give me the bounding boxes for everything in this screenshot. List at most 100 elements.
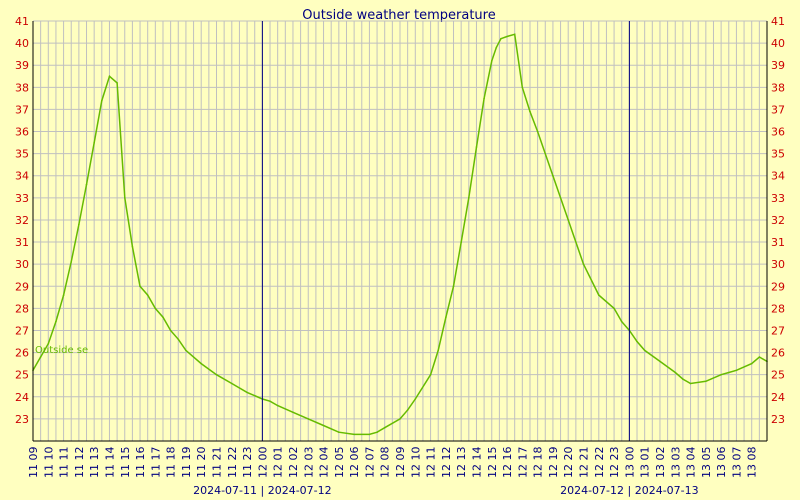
data-point — [598, 294, 600, 296]
x-tick-label: 11 17 — [149, 447, 162, 479]
y-tick-label-left: 28 — [15, 302, 29, 315]
date-label: 2024-07-12 | 2024-07-13 — [560, 484, 699, 497]
y-tick-label-right: 29 — [771, 280, 785, 293]
y-tick-label-right: 24 — [771, 391, 785, 404]
data-point — [322, 424, 325, 427]
data-point — [124, 197, 126, 199]
x-tick-label: 11 11 — [58, 447, 71, 479]
y-tick-label-right: 40 — [771, 37, 785, 50]
data-point — [139, 285, 141, 288]
data-point — [39, 356, 42, 358]
axes — [32, 21, 768, 442]
data-point — [215, 373, 218, 376]
series-label: Outside se — [35, 345, 88, 356]
y-tick-label-left: 41 — [15, 15, 29, 28]
x-tick-label: 11 14 — [103, 447, 116, 479]
data-point — [101, 99, 103, 102]
data-point — [750, 362, 753, 365]
date-label: 2024-07-11 | 2024-07-12 — [193, 484, 332, 497]
data-point — [437, 349, 440, 352]
data-point — [620, 320, 623, 323]
data-point — [636, 340, 638, 343]
data-point — [131, 245, 134, 248]
x-tick-label: 12 04 — [318, 447, 331, 479]
x-tick-label: 11 20 — [195, 447, 208, 479]
data-point — [495, 46, 498, 49]
data-point — [307, 418, 310, 420]
y-tick-label-right: 25 — [771, 369, 785, 382]
x-tick-label: 12 20 — [562, 447, 575, 479]
x-tick-label: 12 10 — [409, 447, 422, 479]
y-tick-label-left: 31 — [15, 236, 29, 249]
x-tick-label: 13 02 — [654, 447, 667, 479]
x-tick-label: 11 21 — [211, 447, 224, 479]
data-point — [613, 307, 615, 310]
data-point — [269, 400, 271, 403]
y-tick-label-left: 34 — [15, 170, 29, 183]
x-tick-label: 13 04 — [685, 447, 698, 479]
data-point — [643, 349, 646, 352]
data-point — [445, 316, 447, 319]
x-tick-label: 13 08 — [746, 447, 759, 479]
data-point — [475, 146, 478, 148]
x-tick-label: 13 07 — [730, 447, 743, 479]
data-point — [491, 60, 493, 62]
y-tick-label-left: 32 — [15, 214, 29, 227]
y-tick-label-left: 29 — [15, 280, 29, 293]
y-tick-label-left: 26 — [15, 347, 29, 360]
x-tick-label: 12 14 — [470, 447, 483, 479]
y-tick-label-left: 33 — [15, 192, 29, 205]
y-tick-label-right: 33 — [771, 192, 785, 205]
data-point — [468, 197, 470, 199]
data-point — [406, 409, 409, 411]
data-point — [376, 431, 378, 434]
x-tick-label: 11 16 — [134, 447, 147, 479]
y-tick-label-left: 36 — [15, 126, 29, 139]
x-tick-label: 11 10 — [42, 447, 55, 479]
data-point — [682, 378, 684, 380]
x-tick-label: 12 05 — [333, 447, 346, 479]
x-tick-label: 13 03 — [669, 447, 682, 479]
data-point — [292, 411, 294, 414]
data-point — [85, 183, 88, 186]
x-tick-label: 11 09 — [27, 447, 40, 479]
y-tick-label-right: 35 — [771, 148, 785, 161]
x-tick-label: 12 17 — [516, 447, 529, 479]
x-tick-label: 12 15 — [486, 447, 499, 479]
y-tick-label-right: 27 — [771, 324, 785, 337]
data-point — [674, 371, 677, 374]
y-tick-label-right: 36 — [771, 126, 785, 139]
x-tick-label: 11 19 — [180, 447, 193, 479]
x-tick-label: 11 22 — [226, 447, 239, 479]
data-point — [108, 75, 111, 78]
x-tick-label: 13 05 — [700, 447, 713, 479]
y-tick-label-left: 25 — [15, 369, 29, 382]
y-tick-label-right: 30 — [771, 258, 785, 271]
data-point — [429, 373, 432, 376]
x-tick-label: 12 13 — [455, 447, 468, 479]
x-tick-label: 11 18 — [165, 447, 178, 479]
data-point — [536, 130, 539, 133]
x-tick-label: 11 13 — [88, 447, 101, 479]
data-point — [399, 418, 401, 420]
x-tick-label: 11 23 — [241, 447, 254, 479]
x-tick-label: 12 02 — [287, 447, 300, 479]
y-tick-label-left: 24 — [15, 391, 29, 404]
x-tick-label: 12 00 — [256, 447, 269, 479]
data-point — [689, 382, 692, 385]
y-tick-label-left: 37 — [15, 103, 29, 116]
x-tick-label: 11 12 — [73, 447, 86, 479]
data-point — [758, 356, 761, 358]
data-point — [735, 369, 738, 372]
data-point — [154, 307, 157, 310]
y-tick-label-right: 32 — [771, 214, 785, 227]
data-point — [185, 349, 187, 352]
x-tick-label: 13 00 — [623, 447, 636, 479]
x-tick-label: 12 03 — [302, 447, 315, 479]
data-point — [582, 263, 585, 266]
x-tick-label: 12 21 — [578, 447, 591, 479]
data-point — [231, 382, 233, 385]
x-tick-label: 12 23 — [608, 447, 621, 479]
